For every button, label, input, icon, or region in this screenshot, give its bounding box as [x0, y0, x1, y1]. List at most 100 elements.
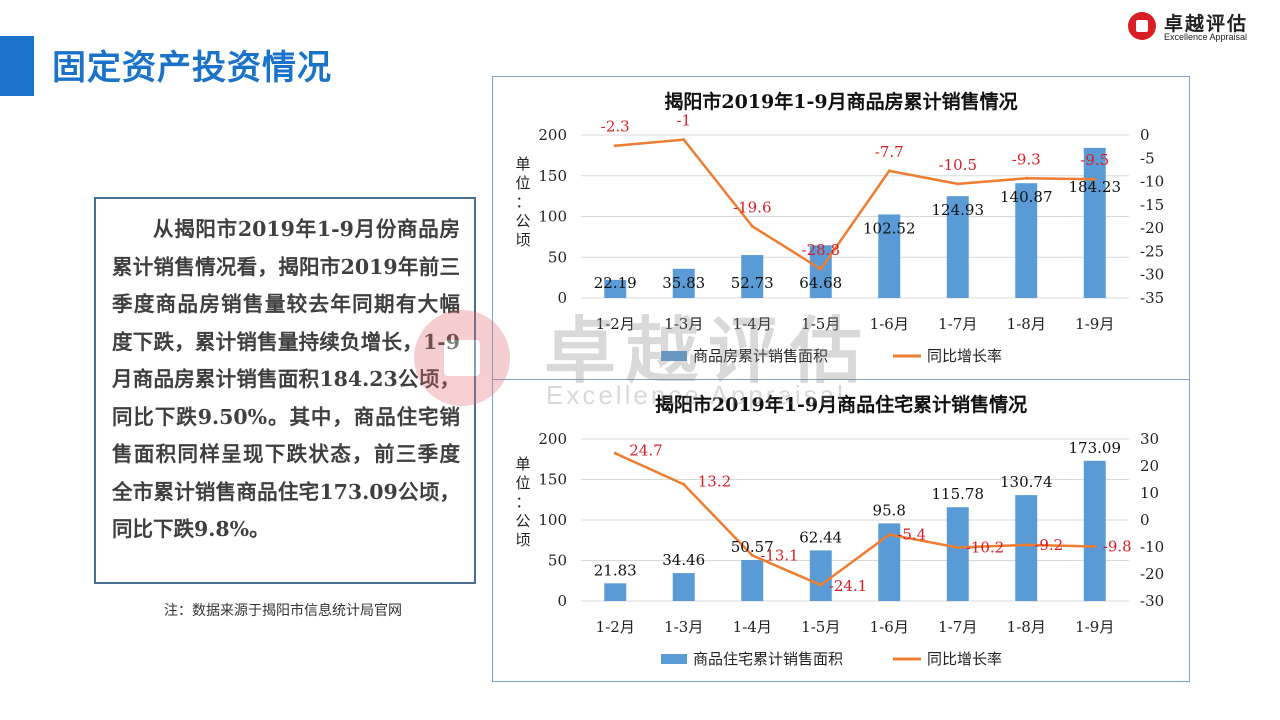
- chart2-bar-value-label: 130.74: [1000, 473, 1053, 491]
- chart1-bar-value-label: 102.52: [863, 219, 916, 237]
- chart2-rate-value-label: -9.8: [1103, 537, 1132, 555]
- chart1-y-tick-label: 100: [538, 208, 567, 226]
- chart1-bar: [1083, 147, 1106, 298]
- chart1-y2-tick-label: -15: [1140, 196, 1164, 214]
- chart1-y2-tick-label: -30: [1140, 266, 1164, 284]
- chart1-legend-label-bar: 商品房累计销售面积: [693, 347, 828, 365]
- chart1-y2-tick-label: -10: [1140, 173, 1164, 191]
- summary-text: 从揭阳市2019年1-9月份商品房累计销售情况看，揭阳市2019年前三季度商品房…: [112, 217, 460, 541]
- chart1-y2-tick-label: -35: [1140, 289, 1164, 307]
- chart1-y-tick-label: 150: [538, 167, 567, 185]
- chart2-category-label: 1-5月: [801, 618, 840, 636]
- chart2-y-axis-label: 单位：公顷: [515, 455, 530, 549]
- chart2-category-label: 1-7月: [938, 618, 977, 636]
- chart1-bar: [878, 214, 901, 298]
- chart2-category-label: 1-8月: [1007, 618, 1046, 636]
- chart1-rate-value-label: -9.3: [1012, 150, 1041, 168]
- chart2-bar: [946, 507, 969, 601]
- chart1-bar-value-label: 140.87: [1000, 188, 1053, 206]
- chart2-y2-tick-label: -20: [1140, 565, 1164, 583]
- chart2-rate-point: [819, 583, 823, 587]
- chart1-y2-tick-label: -25: [1140, 242, 1164, 260]
- chart2-bar: [1015, 495, 1038, 601]
- chart1-category-label: 1-2月: [596, 315, 635, 333]
- chart1-category-label: 1-5月: [801, 315, 840, 333]
- chart1-rate-value-label: -19.6: [733, 198, 771, 216]
- chart1-y2-tick-label: -5: [1140, 149, 1155, 167]
- chart2-rate-value-label: -9.2: [1034, 536, 1063, 554]
- company-logo: 卓越评估 Excellence Appraisal: [1122, 8, 1272, 44]
- chart-divider: [492, 379, 1190, 380]
- chart1-rate-point: [819, 267, 823, 271]
- chart1-rate-point: [1024, 176, 1028, 180]
- chart1-rate-value-label: -28.8: [802, 241, 840, 259]
- chart2-y2-tick-label: -10: [1140, 538, 1164, 556]
- logo-mark-icon: [1128, 12, 1156, 40]
- chart1-category-label: 1-9月: [1075, 315, 1114, 333]
- chart1-bar: [946, 196, 969, 298]
- chart2-bar: [1083, 460, 1106, 601]
- chart1-y-tick-label: 50: [548, 248, 567, 266]
- chart2-rate-point: [1024, 543, 1028, 547]
- chart1-bar: [741, 255, 764, 298]
- chart1-bar: [672, 268, 695, 298]
- chart2-rate-point: [887, 533, 891, 537]
- chart1-category-label: 1-8月: [1007, 315, 1046, 333]
- chart1-category-label: 1-7月: [938, 315, 977, 333]
- chart2-rate-point: [956, 546, 960, 550]
- logo-name-en: Excellence Appraisal: [1164, 32, 1248, 42]
- chart1-legend-swatch-bar: [661, 351, 687, 361]
- chart1-y2-tick-label: -20: [1140, 219, 1164, 237]
- chart2-rate-value-label: -10.2: [966, 539, 1004, 557]
- chart1-rate-value-label: -10.5: [939, 156, 977, 174]
- chart1-category-label: 1-3月: [664, 315, 703, 333]
- chart1-bar-value-label: 64.68: [799, 274, 842, 292]
- chart2-bar: [672, 573, 695, 601]
- chart2-rate-value-label: -5.4: [897, 526, 926, 544]
- chart2-legend-swatch-bar: [661, 654, 687, 664]
- chart1-bar: [1015, 183, 1038, 298]
- chart2-rate-point: [1093, 544, 1097, 548]
- chart2-rate-value-label: 13.2: [698, 472, 731, 490]
- chart2-category-label: 1-9月: [1075, 618, 1114, 636]
- chart2-bar-value-label: 34.46: [662, 551, 705, 569]
- chart2-rate-point: [682, 482, 686, 486]
- chart1-bar: [604, 279, 627, 298]
- chart1-rate-value-label: -9.5: [1080, 151, 1109, 169]
- chart2-rate-value-label: -13.1: [760, 546, 798, 564]
- chart2-y2-tick-label: 0: [1140, 511, 1150, 529]
- chart2-category-label: 1-4月: [733, 618, 772, 636]
- chart1-legend-label-line: 同比增长率: [927, 347, 1002, 365]
- chart2-bar-value-label: 95.8: [873, 501, 906, 519]
- chart2-y-tick-label: 50: [548, 552, 567, 570]
- chart2-bar-value-label: 50.57: [731, 538, 774, 556]
- chart1-rate-line: [615, 138, 1095, 271]
- chart2-legend-label-line: 同比增长率: [927, 650, 1002, 668]
- chart2-category-label: 1-6月: [870, 618, 909, 636]
- chart2-y2-tick-label: -30: [1140, 592, 1164, 610]
- chart2-rate-value-label: 24.7: [629, 441, 662, 459]
- chart1-rate-point: [887, 169, 891, 173]
- chart1-category-label: 1-4月: [733, 315, 772, 333]
- chart1-bar-value-label: 52.73: [731, 274, 774, 292]
- chart1-rate-value-label: -1: [676, 112, 691, 130]
- chart1-rate-value-label: -2.3: [601, 118, 630, 136]
- chart1-y-axis-label: 单位：公顷: [515, 155, 530, 249]
- chart2-bar: [741, 560, 764, 601]
- logo-name-cn: 卓越评估: [1164, 13, 1249, 35]
- chart2-bar: [878, 523, 901, 601]
- title-accent-bar: [0, 36, 34, 96]
- chart2-legend-label-bar: 商品住宅累计销售面积: [693, 650, 843, 668]
- summary-textbox: 从揭阳市2019年1-9月份商品房累计销售情况看，揭阳市2019年前三季度商品房…: [94, 197, 476, 584]
- chart1-rate-point: [956, 182, 960, 186]
- chart1-y2-tick-label: 0: [1140, 126, 1150, 144]
- chart2-category-label: 1-3月: [664, 618, 703, 636]
- chart1-rate-point: [750, 224, 754, 228]
- chart2-y-tick-label: 0: [557, 592, 567, 610]
- chart2-bar: [604, 583, 627, 601]
- chart1-rate-point: [613, 144, 617, 148]
- chart1-category-label: 1-6月: [870, 315, 909, 333]
- chart1-bar-value-label: 22.19: [594, 274, 637, 292]
- chart2-rate-point: [613, 451, 617, 455]
- chart2-bar-value-label: 115.78: [932, 485, 985, 503]
